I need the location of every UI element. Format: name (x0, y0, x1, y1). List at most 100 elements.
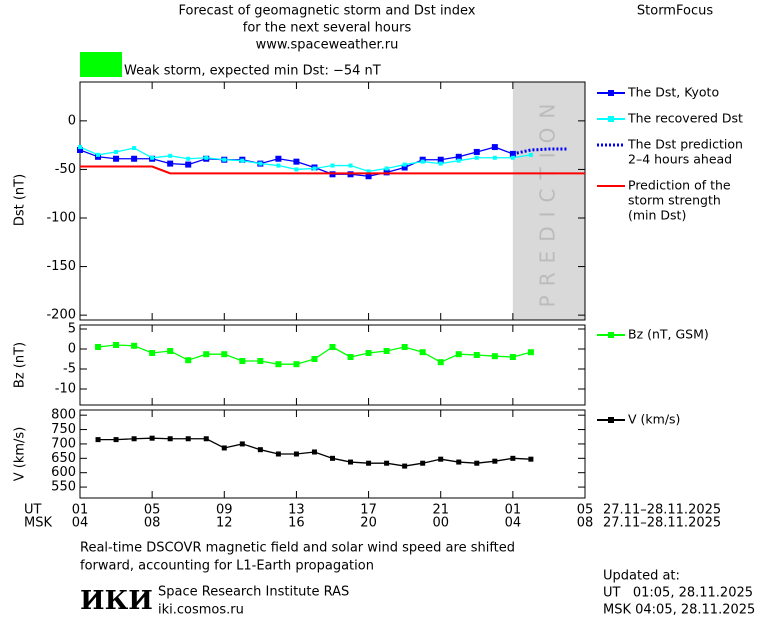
x-tick-label-msk: 20 (360, 516, 377, 531)
ut-range: 27.11–28.11.2025 (603, 503, 721, 518)
data-point (77, 147, 83, 153)
updated-label: Updated at: (603, 569, 680, 584)
data-point (401, 164, 408, 171)
legend-label: The recovered Dst (627, 111, 743, 126)
note-line: Real-time DSCOVR magnetic field and sola… (80, 541, 515, 556)
panel-frame (79, 324, 586, 406)
data-point (96, 152, 101, 157)
y-tick-label: -200 (46, 308, 76, 323)
y-tick-label: -50 (55, 162, 76, 177)
data-point (113, 342, 120, 348)
site: iki.cosmos.ru (158, 603, 244, 618)
data-point (257, 358, 264, 364)
data-point (222, 157, 227, 162)
data-point (131, 342, 138, 349)
x-tick-label: 05 (577, 503, 594, 518)
ut-label: UT (24, 503, 42, 518)
data-point (491, 144, 498, 151)
x-tick-label-msk: 00 (432, 516, 449, 531)
legend-label: Prediction of the (628, 178, 731, 193)
y-tick-label: -150 (46, 259, 76, 274)
x-tick-label: 17 (360, 503, 377, 518)
data-point (402, 463, 408, 469)
x-tick-label-msk: 16 (288, 516, 305, 531)
x-tick-label-msk: 08 (577, 516, 594, 531)
brand: StormFocus (637, 4, 713, 19)
panel-frame (79, 81, 586, 321)
status-text: Weak storm, expected min Dst: −54 nT (124, 64, 381, 79)
status-indicator (80, 52, 122, 77)
y-tick-label: 5 (68, 322, 76, 337)
data-point (203, 436, 209, 442)
x-tick-label-msk: 08 (144, 516, 161, 531)
data-point (456, 459, 462, 465)
series-line (512, 147, 567, 156)
legend-label: The Dst prediction (627, 137, 743, 152)
data-point (221, 445, 227, 451)
data-point (438, 456, 444, 462)
data-point (275, 451, 281, 457)
msk-label: MSK (24, 516, 52, 531)
data-point (348, 459, 354, 465)
data-point (366, 169, 371, 174)
y-tick-label: 800 (51, 408, 76, 423)
prediction-region (512, 82, 585, 320)
data-point (510, 455, 516, 461)
y-tick-label: 750 (51, 422, 76, 437)
data-point (185, 161, 192, 168)
data-point (347, 354, 354, 360)
x-tick-label: 01 (72, 503, 89, 518)
data-point (312, 166, 317, 171)
data-point (491, 353, 498, 360)
data-point (455, 351, 462, 358)
data-point (509, 354, 516, 360)
data-point (293, 158, 300, 165)
data-point (204, 155, 209, 160)
y-axis-title: Dst (nT) (13, 174, 28, 226)
data-point (275, 155, 282, 162)
data-point (383, 348, 390, 354)
legend-label: storm strength (628, 193, 721, 208)
data-point (455, 153, 462, 160)
y-tick-label: -10 (55, 382, 76, 397)
data-point (348, 163, 353, 168)
x-tick-label: 09 (216, 503, 233, 518)
data-point (257, 447, 263, 453)
panel-frame (79, 409, 586, 499)
data-point (132, 146, 137, 151)
data-point (95, 437, 101, 443)
data-point (311, 449, 317, 455)
data-point (240, 158, 245, 163)
y-axis-title: Bz (nT) (13, 342, 28, 388)
x-tick-label-msk: 12 (216, 516, 233, 531)
data-point (311, 356, 318, 362)
x-tick-label-msk: 04 (505, 516, 522, 531)
data-point (365, 173, 372, 180)
y-tick-label: 650 (51, 451, 76, 466)
data-point (167, 348, 174, 354)
data-point (437, 359, 444, 366)
data-point (420, 159, 425, 164)
data-point (131, 155, 138, 162)
y-tick-label: 550 (51, 480, 76, 495)
legend-label: 2–4 hours ahead (628, 152, 732, 167)
updated-ut: UT 01:05, 28.11.2025 (603, 586, 753, 601)
data-point (167, 160, 174, 167)
data-point (510, 155, 515, 160)
data-point (78, 145, 82, 150)
legend-marker (608, 116, 614, 122)
legend-marker (608, 332, 614, 338)
data-point (149, 435, 155, 441)
msk-range: 27.11–28.11.2025 (603, 516, 721, 531)
data-point (384, 166, 389, 171)
title-line: www.spaceweather.ru (256, 38, 399, 53)
legend-label: (min Dst) (628, 208, 686, 223)
data-point (474, 460, 480, 466)
data-point (203, 351, 210, 358)
data-point (365, 350, 372, 356)
data-point (437, 156, 444, 163)
title-line: for the next several hours (243, 21, 412, 36)
updated-msk: MSK 04:05, 28.11.2025 (603, 603, 755, 618)
data-point (474, 155, 479, 160)
